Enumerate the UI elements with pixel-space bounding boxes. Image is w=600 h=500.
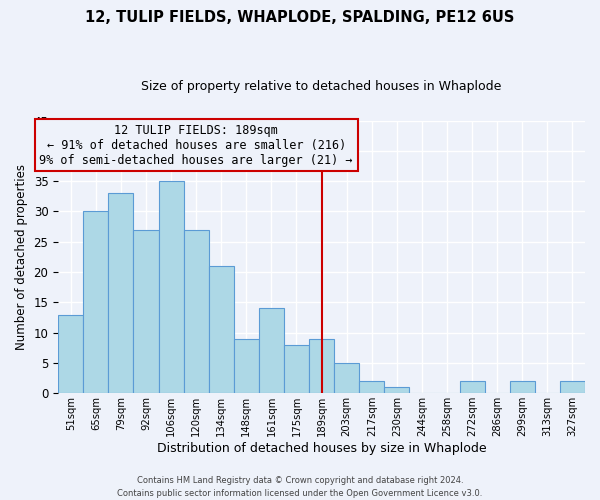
Text: 12 TULIP FIELDS: 189sqm
← 91% of detached houses are smaller (216)
9% of semi-de: 12 TULIP FIELDS: 189sqm ← 91% of detache… — [40, 124, 353, 166]
Bar — [309, 338, 334, 394]
Bar — [384, 387, 409, 394]
Bar — [109, 194, 133, 394]
Bar — [284, 345, 309, 394]
Bar — [234, 338, 259, 394]
Y-axis label: Number of detached properties: Number of detached properties — [15, 164, 28, 350]
Bar — [58, 314, 83, 394]
Bar — [209, 266, 234, 394]
Bar — [460, 381, 485, 394]
Bar — [133, 230, 158, 394]
Text: 12, TULIP FIELDS, WHAPLODE, SPALDING, PE12 6US: 12, TULIP FIELDS, WHAPLODE, SPALDING, PE… — [85, 10, 515, 25]
Bar — [510, 381, 535, 394]
Title: Size of property relative to detached houses in Whaplode: Size of property relative to detached ho… — [142, 80, 502, 93]
Bar — [334, 363, 359, 394]
X-axis label: Distribution of detached houses by size in Whaplode: Distribution of detached houses by size … — [157, 442, 487, 455]
Bar — [560, 381, 585, 394]
Bar — [83, 212, 109, 394]
Bar — [359, 381, 384, 394]
Bar — [259, 308, 284, 394]
Bar — [158, 181, 184, 394]
Bar — [184, 230, 209, 394]
Text: Contains HM Land Registry data © Crown copyright and database right 2024.
Contai: Contains HM Land Registry data © Crown c… — [118, 476, 482, 498]
